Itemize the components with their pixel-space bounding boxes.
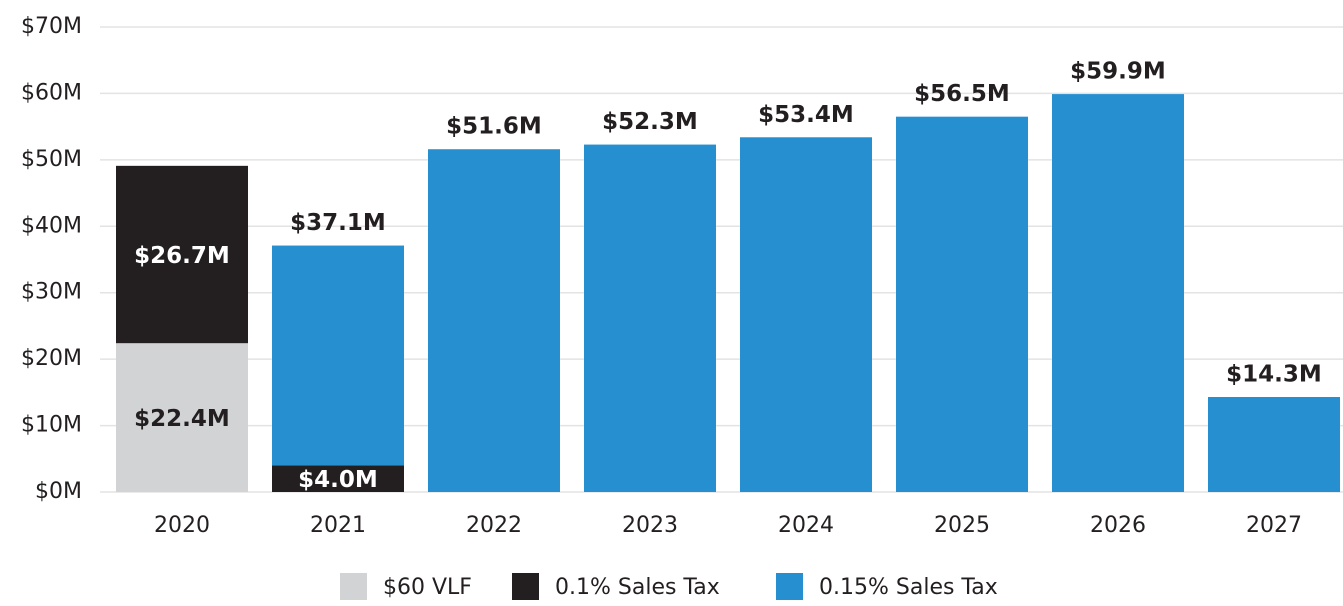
y-tick-label: $30M: [21, 280, 82, 305]
y-tick-label: $10M: [21, 413, 82, 438]
legend-label: 0.15% Sales Tax: [819, 575, 998, 600]
segment-label: $22.4M: [134, 406, 230, 432]
total-label: $53.4M: [758, 102, 854, 128]
bar-segment: [428, 149, 560, 492]
bar-segment: [116, 165, 248, 344]
x-tick-label: 2024: [778, 513, 834, 538]
bar-segment: [272, 465, 404, 492]
legend-swatch: [340, 573, 367, 600]
bar-segment: [740, 137, 872, 492]
total-label: $37.1M: [290, 210, 386, 236]
total-label: $56.5M: [914, 81, 1010, 107]
total-label: $51.6M: [446, 114, 542, 140]
total-label: $14.3M: [1226, 362, 1322, 388]
legend-label: 0.1% Sales Tax: [555, 575, 720, 600]
x-tick-label: 2020: [154, 513, 210, 538]
x-tick-label: 2022: [466, 513, 522, 538]
y-tick-label: $40M: [21, 213, 82, 238]
y-tick-label: $20M: [21, 346, 82, 371]
bar-segment: [116, 343, 248, 492]
legend-swatch: [776, 573, 803, 600]
legend-label: $60 VLF: [383, 575, 472, 600]
x-tick-label: 2027: [1246, 513, 1302, 538]
y-tick-label: $50M: [21, 147, 82, 172]
segment-label: $4.0M: [298, 467, 378, 493]
y-tick-label: $70M: [21, 14, 82, 39]
legend-swatch: [512, 573, 539, 600]
bar-segment: [584, 144, 716, 493]
bar-segment: [272, 245, 404, 466]
x-tick-label: 2021: [310, 513, 366, 538]
bar-segment: [896, 116, 1028, 492]
segment-label: $26.7M: [134, 243, 230, 269]
bar-segment: [1052, 94, 1184, 492]
x-tick-label: 2023: [622, 513, 678, 538]
total-label: $59.9M: [1070, 59, 1166, 85]
total-label: $52.3M: [602, 109, 698, 135]
y-tick-label: $0M: [35, 479, 82, 504]
bar-segment: [1208, 397, 1340, 492]
x-tick-label: 2025: [934, 513, 990, 538]
y-tick-label: $60M: [21, 80, 82, 105]
x-tick-label: 2026: [1090, 513, 1146, 538]
